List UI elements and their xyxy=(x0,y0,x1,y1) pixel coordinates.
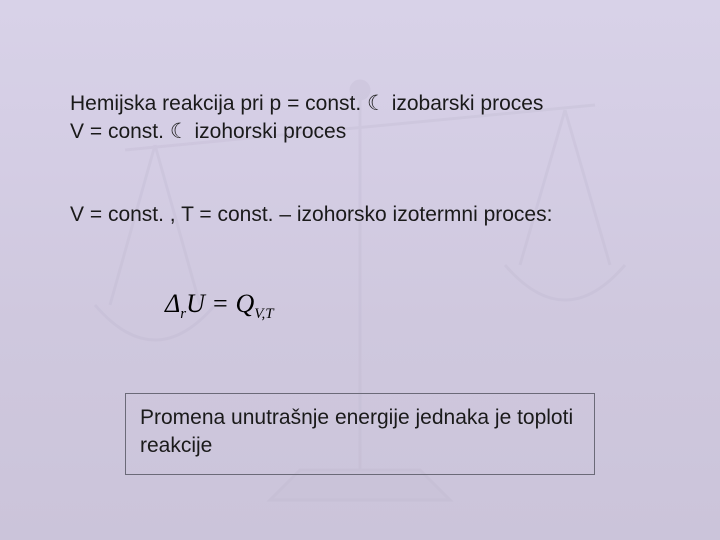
boxed-statement: Promena unutrašnje energije jednaka je t… xyxy=(125,393,595,474)
eq-Q: Q xyxy=(235,289,254,318)
slide-content: Hemijska reakcija pri p = const. ☾ izoba… xyxy=(0,0,720,540)
equation: ΔrU = QV,T xyxy=(165,289,650,323)
eq-sub-vt: V,T xyxy=(254,306,273,322)
eq-delta: Δ xyxy=(165,289,180,318)
line2-part-a: V = const. xyxy=(70,120,170,143)
bullet-icon: ☾ xyxy=(367,92,386,115)
paragraph-2: V = const. , T = const. – izohorsko izot… xyxy=(70,201,650,229)
paragraph-1: Hemijska reakcija pri p = const. ☾ izoba… xyxy=(70,90,650,147)
bullet-icon: ☾ xyxy=(170,120,189,143)
line2-part-b: izohorski proces xyxy=(189,120,347,143)
eq-U: U xyxy=(186,289,205,318)
line1-part-b: izobarski proces xyxy=(386,92,544,115)
eq-equals: = xyxy=(205,289,236,318)
line1-part-a: Hemijska reakcija pri p = const. xyxy=(70,92,367,115)
